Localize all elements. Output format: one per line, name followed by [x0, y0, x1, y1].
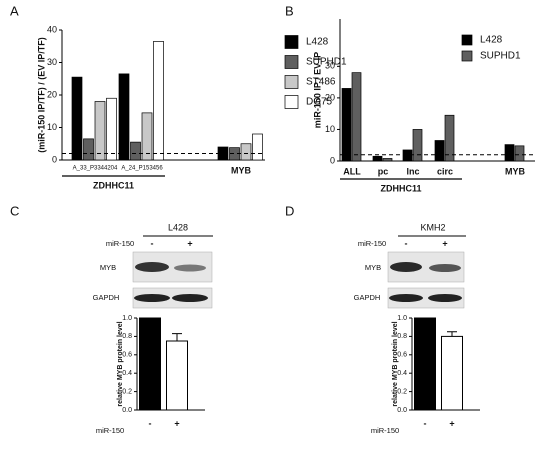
x-tick-label: + [449, 418, 454, 428]
x-tick-label: A_24_P153456 [121, 166, 163, 172]
blot-row-label: MYB [365, 263, 381, 272]
blot-row-label: GAPDH [93, 293, 120, 302]
legend-label: ST486 [306, 77, 336, 88]
y-tick-label: 0.2 [397, 388, 407, 395]
legend-label: L428 [480, 35, 503, 46]
y-tick-label: 0.6 [397, 352, 407, 359]
x-tick-label: pc [378, 166, 389, 176]
blot-lane: + [187, 238, 192, 248]
y-tick-label: 0.0 [397, 407, 407, 414]
bar [402, 149, 413, 162]
y-axis-label: (miR-150 IP/TF) / (EV IP/TF) [36, 37, 46, 153]
bar [434, 140, 445, 162]
x-axis-label: miR-150 [371, 426, 399, 435]
bar [372, 155, 383, 162]
bar [412, 129, 423, 162]
blot-title: KMH2 [420, 222, 445, 232]
panel-letter: D [285, 203, 294, 218]
x-tick-label: lnc [406, 166, 419, 176]
bar [106, 97, 117, 161]
blot-row-label: MYB [100, 263, 116, 272]
x-tick-label: + [174, 418, 179, 428]
x-tick-label: MYB [231, 165, 252, 175]
y-axis-label: relative MYB protein level [117, 321, 124, 406]
y-tick-label: 0.2 [122, 388, 132, 395]
bar [71, 76, 83, 161]
y-tick-label: 0.4 [397, 370, 407, 377]
x-tick-label: ALL [343, 166, 361, 176]
bar [382, 158, 393, 162]
legend-label: SUPHD1 [480, 51, 521, 62]
panel-letter: C [10, 203, 19, 218]
bar [118, 73, 130, 161]
legend-swatch [284, 55, 299, 69]
y-tick-label: 1.0 [122, 315, 132, 322]
x-axis-label: miR-150 [96, 426, 124, 435]
y-tick-label: 30 [47, 57, 57, 67]
x-tick-label: circ [437, 166, 453, 176]
legend-swatch [284, 35, 299, 49]
legend-label: DG75 [306, 97, 333, 108]
legend-label: SUPHD1 [306, 57, 347, 68]
bar [139, 317, 161, 411]
bar [94, 101, 106, 161]
bar [504, 144, 515, 162]
y-tick-label: 10 [47, 122, 57, 132]
y-tick-label: 0.8 [122, 333, 132, 340]
legend-label: L428 [306, 37, 329, 48]
bar [351, 72, 362, 162]
blot-treatment: miR-150 [358, 239, 386, 248]
bar [240, 143, 252, 161]
legend-swatch [461, 34, 473, 46]
bar [130, 141, 141, 161]
y-tick-label: 40 [47, 24, 57, 34]
y-tick-label: 1.0 [397, 315, 407, 322]
x-tick-label: - [149, 418, 152, 428]
panel-letter: B [285, 3, 294, 18]
blot-images [132, 235, 466, 309]
legend-swatch [284, 95, 299, 109]
blot-title: L428 [168, 222, 188, 232]
y-tick-label: 0.4 [122, 370, 132, 377]
y-axis-label: miR-150 IP / EV IP [312, 52, 322, 128]
bar [414, 317, 436, 411]
bar [252, 133, 263, 161]
error-bar [447, 331, 457, 337]
bar [141, 112, 153, 161]
bar [166, 340, 188, 411]
blot-lane: - [151, 238, 154, 248]
y-tick-label: 0 [52, 154, 57, 164]
error-bar [172, 333, 182, 341]
bar [341, 88, 352, 162]
blot-lane: + [442, 238, 447, 248]
y-tick-label: 20 [47, 89, 57, 99]
y-tick-label: 30 [325, 61, 335, 71]
bar [153, 41, 164, 161]
bar [514, 145, 525, 162]
y-tick-label: 0.6 [122, 352, 132, 359]
legend-swatch [461, 50, 473, 62]
panel-letter: A [10, 3, 19, 18]
group-label: ZDHHC11 [380, 183, 421, 193]
x-tick-label: - [424, 418, 427, 428]
x-tick-label: MYB [505, 166, 526, 176]
blot-row-label: GAPDH [354, 293, 381, 302]
bar [441, 335, 463, 411]
blot-treatment: miR-150 [106, 239, 134, 248]
group-label: ZDHHC11 [93, 180, 134, 190]
blot-lane: - [405, 238, 408, 248]
x-tick-label: A_33_P3344204 [73, 166, 118, 172]
bar [444, 114, 455, 162]
y-tick-label: 20 [325, 92, 335, 102]
y-axis-label: relative MYB protein level [392, 321, 399, 406]
legend-swatch [284, 75, 299, 89]
y-tick-label: 0.0 [122, 407, 132, 414]
y-tick-label: 0.8 [397, 333, 407, 340]
y-tick-label: 0 [330, 155, 335, 165]
y-tick-label: 10 [325, 124, 335, 134]
bar [83, 138, 94, 161]
